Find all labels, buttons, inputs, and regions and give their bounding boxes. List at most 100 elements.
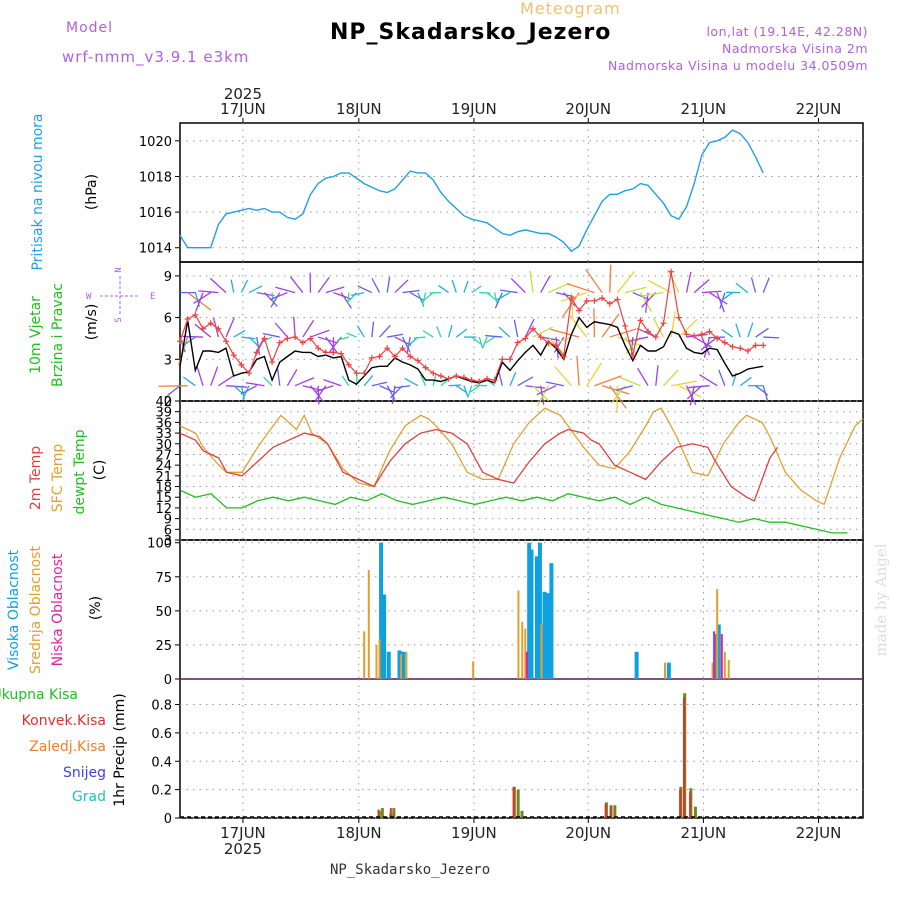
wind-arrow — [549, 328, 580, 338]
wind-arrow — [448, 384, 462, 387]
wind-arrow — [536, 385, 557, 396]
cloud-bar-high — [379, 542, 384, 679]
wind-gust-marker — [637, 317, 644, 324]
cloud-mid-label: Srednja Oblacnost — [28, 546, 44, 674]
wind-arrow — [624, 286, 647, 294]
tick-label-y: 75 — [155, 571, 172, 586]
tick-label-y: 1020 — [139, 135, 172, 150]
tick-label-y: 25 — [155, 639, 172, 654]
wind-arrow — [471, 285, 482, 294]
wind-arrow — [293, 316, 296, 338]
wind-gust-marker — [476, 378, 483, 385]
cloud-bar-high — [546, 593, 551, 679]
wind-gust-marker — [307, 335, 314, 342]
precip-total-bar — [693, 806, 697, 818]
wind-gust-marker — [591, 297, 598, 304]
cloud-bar-mid — [363, 631, 366, 679]
wind-arrow — [294, 377, 315, 387]
wind-gust-marker — [537, 334, 544, 341]
wind-arrow — [566, 283, 595, 294]
cloud-unit-label: (%) — [88, 596, 104, 620]
wind-arrow — [693, 278, 710, 294]
model-altitude: Nadmorska Visina u modelu 34.0509m — [608, 58, 868, 73]
wind-arrow — [340, 292, 352, 309]
tick-label-y: 50 — [155, 605, 172, 620]
model-label: Model — [66, 20, 114, 36]
wind-arrow — [585, 268, 603, 293]
wind-arrow — [762, 385, 769, 402]
cloud-bar-high — [534, 556, 539, 679]
wind-arrow — [166, 385, 181, 397]
wind-arrow — [545, 381, 564, 387]
wind-arrow — [619, 376, 641, 387]
wind-arrow — [494, 292, 503, 309]
cloud-high-label: Visoka Oblacnost — [6, 549, 22, 670]
wind-arrow — [463, 385, 469, 398]
precip-conv-bar — [682, 697, 685, 818]
wind-arrow — [323, 378, 342, 387]
wind-arrow — [703, 336, 711, 358]
wind-arrow — [356, 325, 365, 338]
wind-arrow — [517, 376, 534, 387]
cloud-bar-high — [397, 650, 402, 679]
wind-arrow — [209, 277, 227, 294]
wind-arrow — [554, 366, 572, 387]
wind-arrow — [509, 371, 517, 386]
wind-arrow — [637, 327, 657, 338]
bottom-day-label: 21JUN — [681, 824, 727, 842]
wind-arrow — [270, 292, 281, 308]
wind-gust-marker — [652, 334, 659, 341]
precip-total-label: Ukupna Kisa — [0, 687, 78, 703]
cloud-bar-high — [542, 591, 547, 679]
tick-label-y: 9 — [164, 513, 172, 528]
wind-arrow — [315, 385, 334, 393]
wind-arrow — [420, 374, 427, 386]
cloud-bar-mid — [711, 662, 714, 679]
wind-arrow — [721, 328, 733, 338]
wind-arrow — [401, 336, 411, 353]
wind-arrow — [513, 319, 519, 338]
wind-gust-marker — [407, 353, 414, 360]
sfc-temp-line — [179, 407, 864, 506]
wind-arrow — [325, 286, 345, 294]
wind-arrow — [263, 376, 273, 387]
compass-east: E — [150, 292, 155, 302]
wind-arrow — [482, 336, 488, 349]
wind-arrow — [210, 366, 219, 386]
wind-axis-label: 10m Vjetar — [28, 296, 44, 374]
wind-arrow — [484, 336, 495, 344]
wind-arrow — [436, 325, 442, 338]
wind-arrow — [671, 380, 697, 387]
wind-gust-marker — [437, 372, 444, 379]
compass-south: S — [114, 317, 124, 322]
cloud-bar-mid — [517, 590, 520, 679]
precip-snow-label: Snijeg — [63, 765, 106, 781]
wind-arrow — [245, 382, 265, 387]
wind-arrow — [241, 336, 256, 340]
wind-arrow — [739, 376, 752, 387]
wind-gust-marker — [353, 370, 360, 377]
cloud-bar-mid — [521, 621, 524, 679]
wind-speed-line — [179, 316, 764, 386]
precip-total-bar — [392, 808, 396, 818]
wind-gust-marker — [483, 375, 490, 382]
tick-label-y: 21 — [155, 470, 172, 485]
bottom-day-label: 20JUN — [565, 824, 611, 842]
wind-gust-marker — [760, 342, 767, 349]
top-day-label: 19JUN — [451, 100, 497, 118]
tick-label-y: 3 — [164, 534, 172, 549]
cloud-bar-mid — [524, 628, 527, 679]
wind-arrow — [496, 292, 511, 301]
wind-arrow — [594, 375, 622, 387]
wind-arrow — [387, 333, 404, 338]
wind-gust-marker — [545, 339, 552, 346]
precip-total-bar — [520, 810, 524, 818]
wind-arrow — [563, 292, 576, 307]
wind-arrow — [609, 385, 627, 409]
wind-gust-marker — [568, 295, 575, 302]
wind-arrow — [225, 385, 248, 388]
wind-arrow — [198, 290, 219, 294]
wind-arrow — [667, 269, 680, 293]
wind-gust-marker — [629, 352, 636, 359]
station-altitude: Nadmorska Visina 2m — [722, 41, 868, 56]
